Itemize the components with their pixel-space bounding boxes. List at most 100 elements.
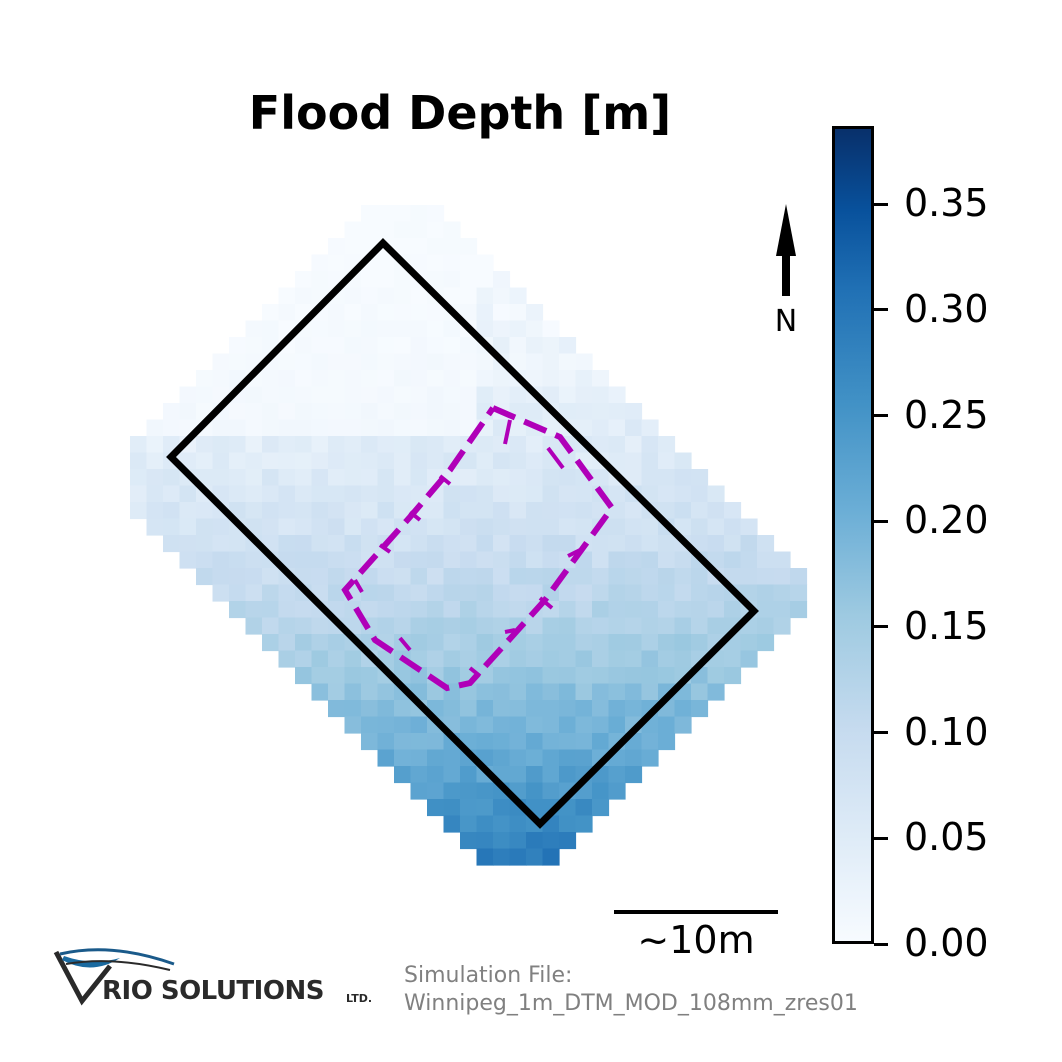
depth-cell <box>344 502 362 520</box>
depth-cell <box>443 436 461 454</box>
depth-cell <box>344 337 362 355</box>
depth-cell <box>625 700 643 718</box>
depth-cell <box>476 584 494 602</box>
depth-cell <box>394 452 412 470</box>
depth-cell <box>427 304 445 322</box>
depth-cell <box>311 535 329 553</box>
depth-cell <box>311 271 329 289</box>
colorbar-tick <box>874 308 888 312</box>
depth-cell <box>559 766 577 784</box>
depth-cell <box>592 419 610 437</box>
depth-cell <box>476 469 494 487</box>
depth-cell <box>476 848 494 866</box>
depth-cell <box>757 551 775 569</box>
depth-cell <box>575 485 593 503</box>
depth-cell <box>575 568 593 586</box>
depth-cell <box>196 452 214 470</box>
depth-cell <box>476 403 494 421</box>
depth-cell <box>295 469 313 487</box>
depth-cell <box>344 551 362 569</box>
depth-cell <box>295 386 313 404</box>
depth-cell <box>295 353 313 371</box>
depth-cell <box>691 485 709 503</box>
depth-cell <box>328 485 346 503</box>
depth-cell <box>460 337 478 355</box>
depth-cell <box>526 700 544 718</box>
depth-cell <box>377 370 395 388</box>
depth-cell <box>196 568 214 586</box>
depth-cell <box>295 518 313 536</box>
depth-cell <box>460 832 478 850</box>
depth-cell <box>377 221 395 239</box>
depth-cell <box>641 535 659 553</box>
colorbar-tick <box>874 836 888 840</box>
scale-bar <box>614 910 778 914</box>
depth-cell <box>295 419 313 437</box>
depth-cell <box>658 584 676 602</box>
depth-cell <box>476 634 494 652</box>
depth-cell <box>575 815 593 833</box>
depth-cell <box>493 502 511 520</box>
depth-cell <box>361 601 379 619</box>
depth-cell <box>509 469 527 487</box>
depth-cell <box>509 815 527 833</box>
depth-cell <box>344 221 362 239</box>
depth-cell <box>542 650 560 668</box>
depth-cell <box>658 452 676 470</box>
depth-cell <box>575 518 593 536</box>
depth-cell <box>377 386 395 404</box>
depth-cell <box>691 634 709 652</box>
depth-cell <box>542 766 560 784</box>
depth-cell <box>394 584 412 602</box>
depth-cell <box>476 254 494 272</box>
depth-cell <box>427 436 445 454</box>
depth-cell <box>146 419 164 437</box>
depth-cell <box>476 485 494 503</box>
depth-cell <box>724 502 742 520</box>
depth-cell <box>443 551 461 569</box>
depth-cell <box>575 370 593 388</box>
depth-cell <box>625 469 643 487</box>
depth-cell <box>608 634 626 652</box>
depth-cell <box>212 436 230 454</box>
depth-cell <box>146 518 164 536</box>
depth-cell <box>641 568 659 586</box>
depth-cell <box>641 650 659 668</box>
depth-cell <box>196 535 214 553</box>
depth-cell <box>443 535 461 553</box>
depth-cell <box>592 716 610 734</box>
depth-cell <box>394 551 412 569</box>
depth-cell <box>641 749 659 767</box>
depth-cell <box>542 848 560 866</box>
depth-cell <box>179 535 197 553</box>
depth-cell <box>641 485 659 503</box>
depth-cell <box>658 568 676 586</box>
depth-cell <box>526 848 544 866</box>
depth-cell <box>278 353 296 371</box>
depth-cell <box>493 568 511 586</box>
depth-cell <box>410 436 428 454</box>
north-arrow-icon <box>776 204 796 296</box>
depth-cell <box>394 370 412 388</box>
depth-cell <box>443 320 461 338</box>
depth-cell <box>229 469 247 487</box>
depth-cell <box>328 403 346 421</box>
depth-cell <box>542 502 560 520</box>
depth-cell <box>493 716 511 734</box>
depth-cell <box>542 337 560 355</box>
depth-cell <box>344 518 362 536</box>
depth-cell <box>311 403 329 421</box>
depth-cell <box>328 452 346 470</box>
depth-cell <box>460 766 478 784</box>
depth-cell <box>559 716 577 734</box>
depth-cell <box>427 650 445 668</box>
depth-cell <box>526 502 544 520</box>
depth-cell <box>443 749 461 767</box>
depth-cell <box>410 287 428 305</box>
depth-cell <box>328 568 346 586</box>
depth-cell <box>608 452 626 470</box>
depth-cell <box>278 535 296 553</box>
depth-cell <box>311 337 329 355</box>
depth-cell <box>328 683 346 701</box>
simulation-file-name: Winnipeg_1m_DTM_MOD_108mm_zres01 <box>404 991 858 1016</box>
